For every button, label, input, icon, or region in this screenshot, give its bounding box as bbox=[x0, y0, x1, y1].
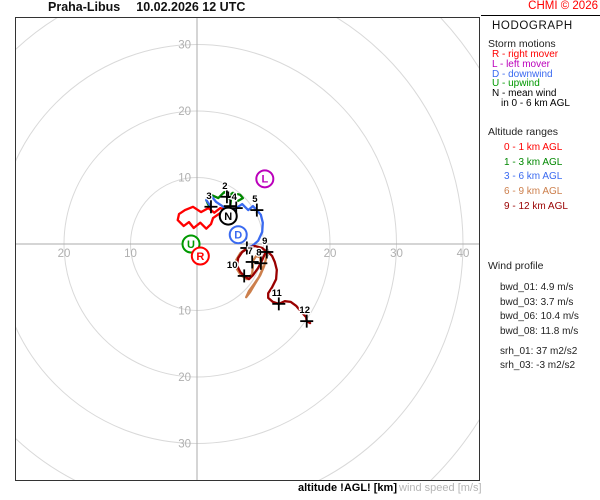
y-tick-label: 30 bbox=[178, 439, 191, 451]
altitude-marker-label: 4 bbox=[232, 192, 238, 203]
altitude-marker-label: 5 bbox=[252, 194, 258, 205]
panel-divider bbox=[481, 15, 600, 16]
x-tick-label: 20 bbox=[58, 248, 71, 260]
altitude-marker-7km: 7 bbox=[245, 245, 259, 269]
x-tick-label: 30 bbox=[390, 248, 403, 260]
storm-motion-letter: R bbox=[196, 251, 204, 263]
bwd-08-value: bwd_08: 11.8 m/s bbox=[500, 325, 579, 337]
altitude-marker-label: 2 bbox=[222, 181, 227, 192]
bwd-06-value: bwd_06: 10.4 m/s bbox=[500, 311, 579, 323]
station-name: Praha-Libus bbox=[48, 0, 121, 14]
bulk-wind-difference-list: bwd_01: 4.9 m/s bwd_03: 3.7 m/s bwd_06: … bbox=[500, 281, 579, 339]
hodograph-plot-area: 201010203040302010102030123456789101112U… bbox=[15, 17, 480, 481]
altitude-marker-label: 8 bbox=[256, 247, 261, 258]
storm-relative-helicity-list: srh_01: 37 m2/s2 srh_03: -3 m2/s2 bbox=[500, 345, 577, 373]
altitude-marker-12km: 12 bbox=[298, 304, 314, 328]
srh-01-value: srh_01: 37 m2/s2 bbox=[500, 346, 578, 357]
altitude-marker-label: 9 bbox=[262, 236, 267, 247]
storm-motion-D: D bbox=[228, 225, 248, 245]
storm-motions-heading: Storm motions bbox=[488, 38, 556, 50]
legend-range-1-3km: 1 - 3 km AGL bbox=[504, 156, 563, 168]
wind-profile-heading: Wind profile bbox=[488, 260, 544, 272]
y-tick-label: 20 bbox=[178, 372, 191, 384]
copyright-notice: CHMI © 2026 bbox=[528, 0, 598, 12]
legend-mean-wind: N - mean wind bbox=[492, 88, 557, 100]
legend-range-0-1km: 0 - 1 km AGL bbox=[504, 142, 563, 153]
legend-right-mover: R - right mover bbox=[492, 49, 559, 60]
wind-speed-label-toggle[interactable]: wind speed [m/s] bbox=[399, 482, 482, 494]
x-tick-label: 40 bbox=[457, 248, 470, 260]
storm-motion-N: N bbox=[218, 206, 238, 226]
sounding-datetime: 10.02.2026 12 UTC bbox=[136, 0, 246, 14]
storm-motion-R: R bbox=[190, 246, 210, 266]
altitude-marker-label: 10 bbox=[227, 260, 238, 271]
chart-title: Praha-Libus 10.02.2026 12 UTC bbox=[48, 0, 245, 14]
storm-motion-letter: D bbox=[234, 229, 242, 241]
trace-3-6-km-agl bbox=[205, 193, 264, 250]
storm-motion-letter: N bbox=[224, 211, 232, 223]
altitude-ranges-heading: Altitude ranges bbox=[488, 126, 559, 138]
legend-range-6-9km: 6 - 9 km AGL bbox=[504, 186, 563, 198]
legend-upwind: U - upwind bbox=[492, 78, 540, 90]
storm-motion-letter: L bbox=[261, 174, 268, 186]
legend-left-mover: L - left mover bbox=[492, 58, 550, 70]
altitude-marker-label: 7 bbox=[248, 246, 253, 257]
altitude-label-toggle[interactable]: altitude !AGL! [km] bbox=[298, 482, 397, 494]
y-tick-label: 30 bbox=[178, 40, 191, 52]
storm-motions-legend: R - right mover L - left mover D - downw… bbox=[492, 50, 570, 109]
altitude-marker-10km: 10 bbox=[226, 259, 251, 283]
altitude-marker-11km: 11 bbox=[271, 287, 286, 311]
legend-range-3-6km: 3 - 6 km AGL bbox=[504, 171, 563, 183]
y-tick-label: 20 bbox=[178, 106, 191, 118]
y-tick-label: 10 bbox=[178, 173, 191, 185]
altitude-ranges-legend: 0 - 1 km AGL 1 - 3 km AGL 3 - 6 km AGL 6… bbox=[504, 141, 568, 215]
hodograph-svg: 201010203040302010102030123456789101112U… bbox=[16, 18, 479, 480]
legend-downwind: D - downwind bbox=[492, 68, 553, 80]
panel-heading: HODOGRAPH bbox=[492, 20, 573, 32]
bwd-01-value: bwd_01: 4.9 m/s bbox=[500, 282, 574, 293]
y-tick-label: 10 bbox=[178, 306, 191, 318]
legend-mean-wind-note: in 0 - 6 km AGL bbox=[501, 97, 570, 109]
bwd-03-value: bwd_03: 3.7 m/s bbox=[500, 296, 574, 308]
altitude-marker-5km: 5 bbox=[250, 193, 264, 217]
altitude-marker-3km: 3 bbox=[204, 190, 218, 214]
altitude-marker-label: 11 bbox=[272, 288, 283, 299]
altitude-marker-8km: 8 bbox=[254, 246, 268, 270]
storm-motion-L: L bbox=[255, 169, 275, 189]
altitude-marker-label: 1 bbox=[226, 190, 232, 201]
altitude-marker-label: 12 bbox=[299, 305, 310, 316]
altitude-marker-label: 3 bbox=[206, 191, 211, 202]
legend-range-9-12km: 9 - 12 km AGL bbox=[504, 200, 568, 212]
altitude-marker-9km: 9 bbox=[260, 235, 274, 259]
trace-9-12-km-agl bbox=[235, 244, 312, 325]
altitude-marker-2km: 2 bbox=[220, 180, 234, 204]
storm-motion-letter: U bbox=[187, 239, 195, 251]
srh-03-value: srh_03: -3 m2/s2 bbox=[500, 359, 576, 371]
x-tick-label: 10 bbox=[124, 248, 137, 260]
trace-0-1-km-agl bbox=[176, 205, 229, 230]
x-tick-label: 20 bbox=[324, 248, 337, 260]
